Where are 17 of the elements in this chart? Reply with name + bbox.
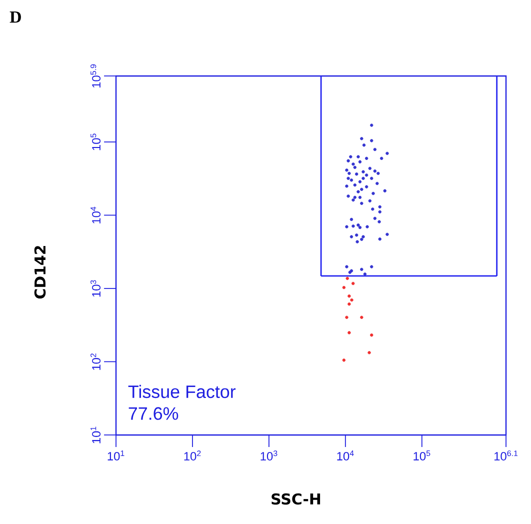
y-tick-label: 10$^{1}$	[90, 426, 101, 444]
y-tick-label: 10$^{3}$	[90, 280, 101, 297]
y-tick-label: 10$^{5}$	[90, 134, 101, 150]
y-tick-label: 10$^{4}$	[90, 206, 101, 224]
x-tick-label: 10$^{2}$	[184, 450, 201, 461]
x-axis-title: SSC-H	[272, 493, 320, 505]
x-tick-label: 10$^{6.1}$	[494, 450, 518, 461]
x-tick-label: 10$^{1}$	[108, 450, 124, 460]
x-tick-label: 10$^{4}$	[337, 450, 354, 460]
annotation: 77.6%	[128, 407, 178, 420]
chart-title: D	[10, 12, 21, 23]
y-axis-title: CD142	[34, 246, 46, 299]
annotation: Tissue Factor	[128, 384, 236, 398]
x-tick-label: 10$^{5}$	[414, 450, 430, 460]
x-tick-label: 10$^{3}$	[260, 450, 278, 461]
y-tick-label: 10$^{5.9}$	[90, 64, 101, 88]
y-tick-label: 10$^{2}$	[90, 354, 101, 370]
